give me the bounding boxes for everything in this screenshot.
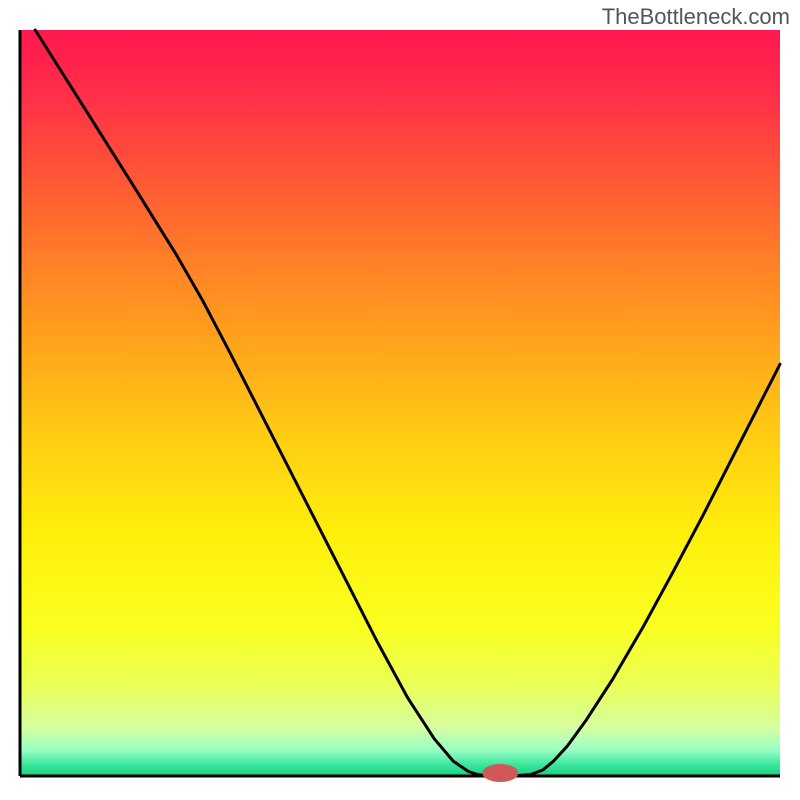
- bottleneck-chart: TheBottleneck.com: [0, 0, 800, 800]
- chart-svg: [0, 0, 800, 800]
- optimal-point-marker: [482, 764, 518, 782]
- watermark-text: TheBottleneck.com: [602, 4, 790, 30]
- plot-background: [20, 30, 780, 776]
